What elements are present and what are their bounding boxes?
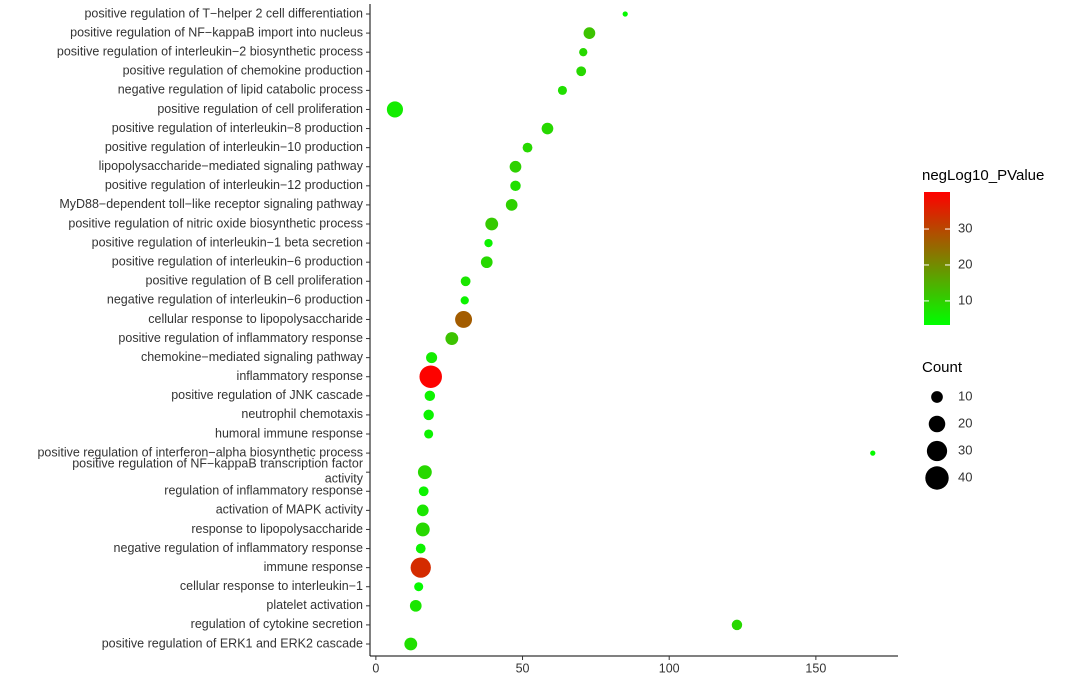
point — [455, 310, 473, 328]
point — [409, 599, 422, 612]
point — [484, 238, 493, 248]
y-tick-label: regulation of cytokine secretion — [191, 617, 363, 631]
y-tick-label: positive regulation of interleukin−10 pr… — [105, 140, 363, 154]
point — [417, 465, 432, 480]
y-tick-label: positive regulation of NF−kappaB import … — [70, 25, 363, 39]
x-tick-label: 50 — [516, 661, 530, 675]
size-key — [926, 440, 948, 462]
y-tick-label: platelet activation — [266, 598, 363, 612]
y-tick-label: positive regulation of B cell proliferat… — [146, 274, 364, 288]
point — [731, 619, 743, 631]
point — [460, 276, 471, 287]
colorbar — [924, 192, 950, 325]
point — [541, 122, 554, 135]
point — [415, 522, 430, 537]
y-tick-label: cellular response to lipopolysaccharide — [148, 312, 363, 326]
point — [460, 296, 469, 305]
point — [509, 160, 522, 173]
y-tick-label: humoral immune response — [215, 426, 363, 440]
size-label: 30 — [958, 442, 972, 457]
y-tick-label: activation of MAPK activity — [216, 503, 364, 517]
y-tick-label: positive regulation of JNK cascade — [171, 388, 363, 402]
y-tick-label: negative regulation of inflammatory resp… — [114, 541, 363, 555]
point — [419, 365, 442, 388]
y-tick-label: negative regulation of interleukin−6 pro… — [107, 293, 363, 307]
point — [505, 199, 518, 211]
y-tick-label: positive regulation of interleukin−6 pro… — [112, 254, 363, 268]
point — [386, 101, 403, 118]
point — [583, 27, 596, 39]
size-key — [931, 391, 943, 403]
point — [445, 332, 459, 345]
y-tick-label: positive regulation of interleukin−1 bet… — [92, 235, 363, 249]
point — [404, 637, 418, 651]
y-tick-label: inflammatory response — [237, 369, 363, 383]
y-tick-label: positive regulation of NF−kappaB transcr… — [72, 457, 364, 486]
y-tick-label: positive regulation of interferon−alpha … — [37, 445, 363, 459]
y-tick-label: regulation of inflammatory response — [164, 484, 363, 498]
size-label: 20 — [958, 415, 972, 430]
point — [510, 180, 521, 192]
y-tick-label: cellular response to interleukin−1 — [180, 579, 363, 593]
y-tick-label: positive regulation of interleukin−12 pr… — [105, 178, 363, 192]
y-tick-label: positive regulation of chemokine product… — [123, 64, 363, 78]
y-tick-label: positive regulation of interleukin−2 bio… — [57, 44, 363, 58]
x-tick-label: 150 — [805, 661, 826, 675]
y-tick-label: positive regulation of cell proliferatio… — [157, 102, 363, 116]
y-tick-label: MyD88−dependent toll−like receptor signa… — [59, 197, 363, 211]
y-tick-label: neutrophil chemotaxis — [241, 407, 363, 421]
y-tick-label: negative regulation of lipid catabolic p… — [118, 83, 363, 97]
size-key — [928, 415, 946, 433]
point — [426, 352, 438, 364]
point — [579, 48, 588, 57]
point — [870, 450, 876, 456]
colorbar-label: 20 — [958, 256, 972, 271]
point — [423, 409, 434, 421]
y-tick-label: positive regulation of T−helper 2 cell d… — [84, 6, 363, 20]
x-tick-label: 0 — [372, 661, 379, 675]
size-label: 40 — [958, 469, 972, 484]
legend-title: negLog10_PValue — [922, 167, 1044, 184]
point — [557, 85, 567, 95]
point — [485, 217, 499, 231]
y-tick-label: positive regulation of ERK1 and ERK2 cas… — [102, 636, 363, 650]
point — [418, 486, 429, 497]
point — [480, 256, 493, 269]
point — [522, 142, 533, 153]
point — [414, 582, 424, 592]
colorbar-label: 10 — [958, 292, 972, 307]
size-key — [925, 466, 949, 490]
point — [416, 504, 429, 517]
point — [424, 429, 434, 439]
y-tick-label: lipopolysaccharide−mediated signaling pa… — [99, 159, 364, 173]
point — [576, 66, 587, 77]
y-tick-label: immune response — [264, 560, 363, 574]
point — [410, 557, 431, 578]
y-tick-label: positive regulation of inflammatory resp… — [118, 331, 363, 345]
y-tick-label: response to lipopolysaccharide — [191, 522, 363, 536]
size-label: 10 — [958, 388, 972, 403]
y-tick-label: positive regulation of nitric oxide bios… — [68, 216, 363, 230]
point — [622, 11, 628, 17]
point — [415, 543, 426, 554]
x-tick-label: 100 — [659, 661, 680, 675]
legend-title: Count — [922, 359, 963, 376]
y-tick-label: chemokine−mediated signaling pathway — [141, 350, 364, 364]
y-tick-label: positive regulation of interleukin−8 pro… — [112, 121, 363, 135]
point — [424, 390, 436, 402]
colorbar-label: 30 — [958, 220, 972, 235]
